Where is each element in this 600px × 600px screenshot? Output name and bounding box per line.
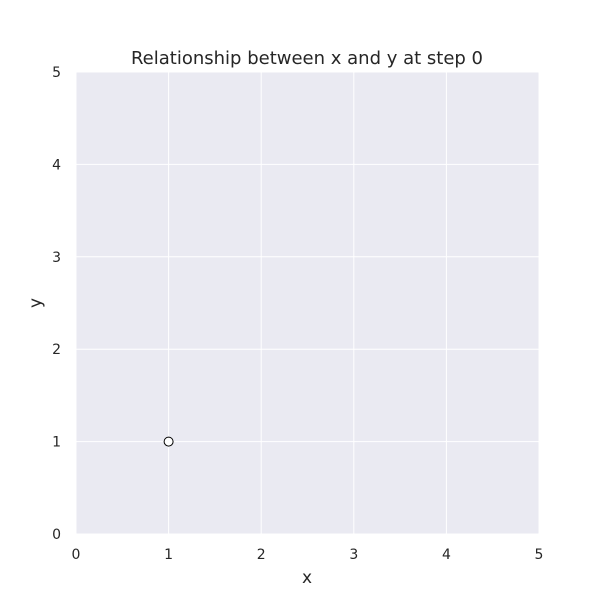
y-tick-labels: 0 1 2 3 4 5: [52, 65, 61, 543]
y-tick-label: 4: [52, 157, 61, 173]
data-points: [163, 436, 174, 447]
x-axis-label: x: [302, 568, 312, 588]
y-tick-label: 1: [52, 435, 61, 451]
y-tick-label: 0: [52, 527, 61, 543]
x-tick-label: 2: [257, 547, 266, 563]
x-tick-labels: 0 1 2 3 4 5: [72, 547, 544, 563]
y-axis-label: y: [26, 298, 46, 308]
x-tick-label: 0: [72, 547, 81, 563]
y-tick-label: 3: [52, 250, 61, 266]
chart-title: Relationship between x and y at step 0: [131, 48, 483, 69]
x-tick-label: 3: [349, 547, 358, 563]
y-tick-label: 5: [52, 65, 61, 81]
x-tick-label: 1: [164, 547, 173, 563]
data-point: [163, 436, 174, 447]
grid-lines: [75, 71, 540, 535]
x-tick-label: 4: [442, 547, 451, 563]
x-tick-label: 5: [535, 547, 544, 563]
y-tick-label: 2: [52, 342, 61, 358]
plot-area: [76, 72, 539, 534]
